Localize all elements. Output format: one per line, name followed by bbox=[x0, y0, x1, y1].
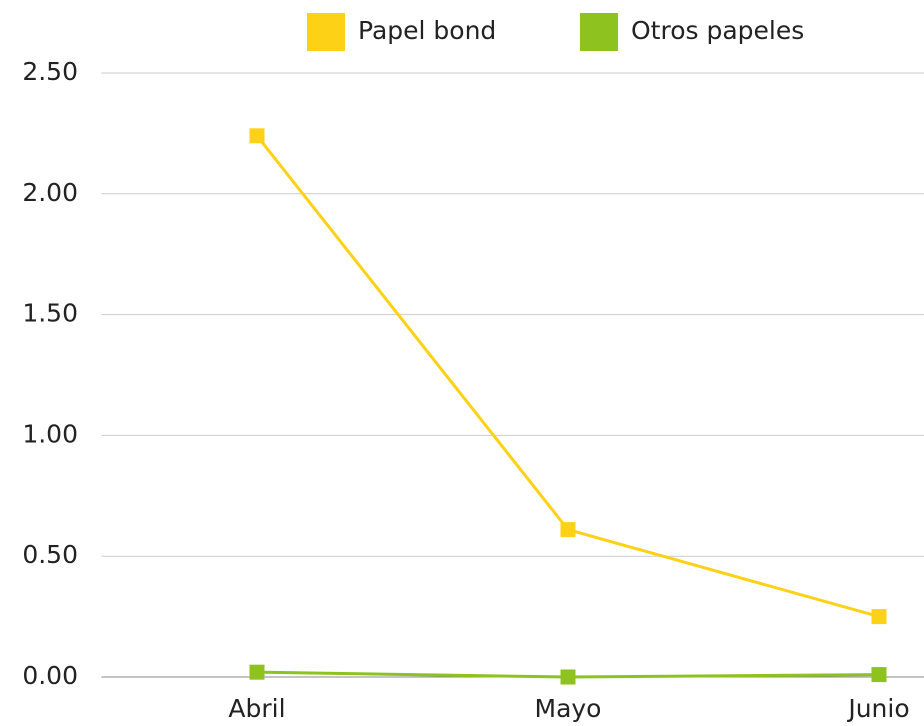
point bbox=[249, 664, 265, 680]
y-tick-label: 2.50 bbox=[22, 57, 78, 86]
y-tick-label: 0.50 bbox=[22, 540, 78, 569]
point bbox=[249, 128, 265, 144]
x-tick-label: Junio bbox=[846, 694, 909, 723]
y-tick-label: 0.00 bbox=[22, 661, 78, 690]
legend-swatch bbox=[307, 13, 345, 51]
legend-label: Papel bond bbox=[358, 16, 496, 45]
y-tick-label: 1.50 bbox=[22, 299, 78, 328]
series-line bbox=[255, 134, 880, 619]
point bbox=[871, 667, 887, 683]
x-tick-label: Mayo bbox=[535, 694, 602, 723]
y-tick-label: 2.00 bbox=[22, 178, 78, 207]
x-tick-label: Abril bbox=[228, 694, 285, 723]
y-tick-label: 1.00 bbox=[22, 419, 78, 448]
legend-label: Otros papeles bbox=[631, 16, 804, 45]
point bbox=[871, 609, 887, 625]
legend-swatch bbox=[580, 13, 618, 51]
point bbox=[560, 522, 576, 538]
point bbox=[560, 669, 576, 685]
